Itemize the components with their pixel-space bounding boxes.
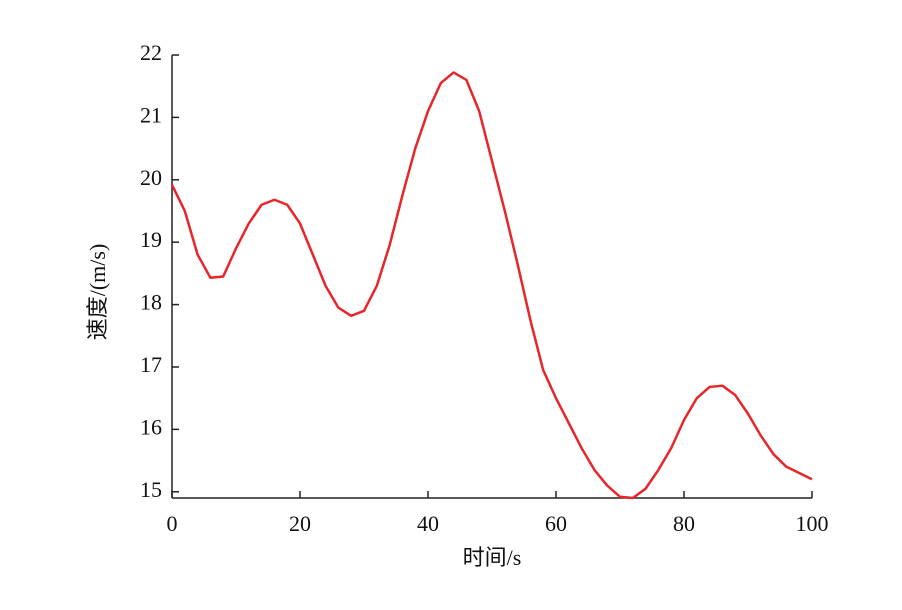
y-tick-label: 22	[140, 40, 162, 65]
x-tick-label: 0	[167, 511, 178, 536]
x-tick-label: 20	[289, 511, 311, 536]
x-tick-label: 80	[673, 511, 695, 536]
x-axis-label: 时间/s	[463, 545, 522, 570]
y-tick-label: 19	[140, 227, 162, 252]
y-tick-label: 15	[140, 477, 162, 502]
y-tick-label: 20	[140, 165, 162, 190]
x-tick-label: 40	[417, 511, 439, 536]
line	[170, 71, 813, 500]
x-tick-label: 60	[545, 511, 567, 536]
y-tick-label: 16	[140, 414, 162, 439]
y-tick-label: 18	[140, 290, 162, 315]
y-axis-label: 速度/(m/s)	[85, 244, 110, 341]
y-tick-label: 21	[140, 102, 162, 127]
x-tick-label: 100	[796, 511, 829, 536]
y-tick-label: 17	[140, 352, 162, 377]
